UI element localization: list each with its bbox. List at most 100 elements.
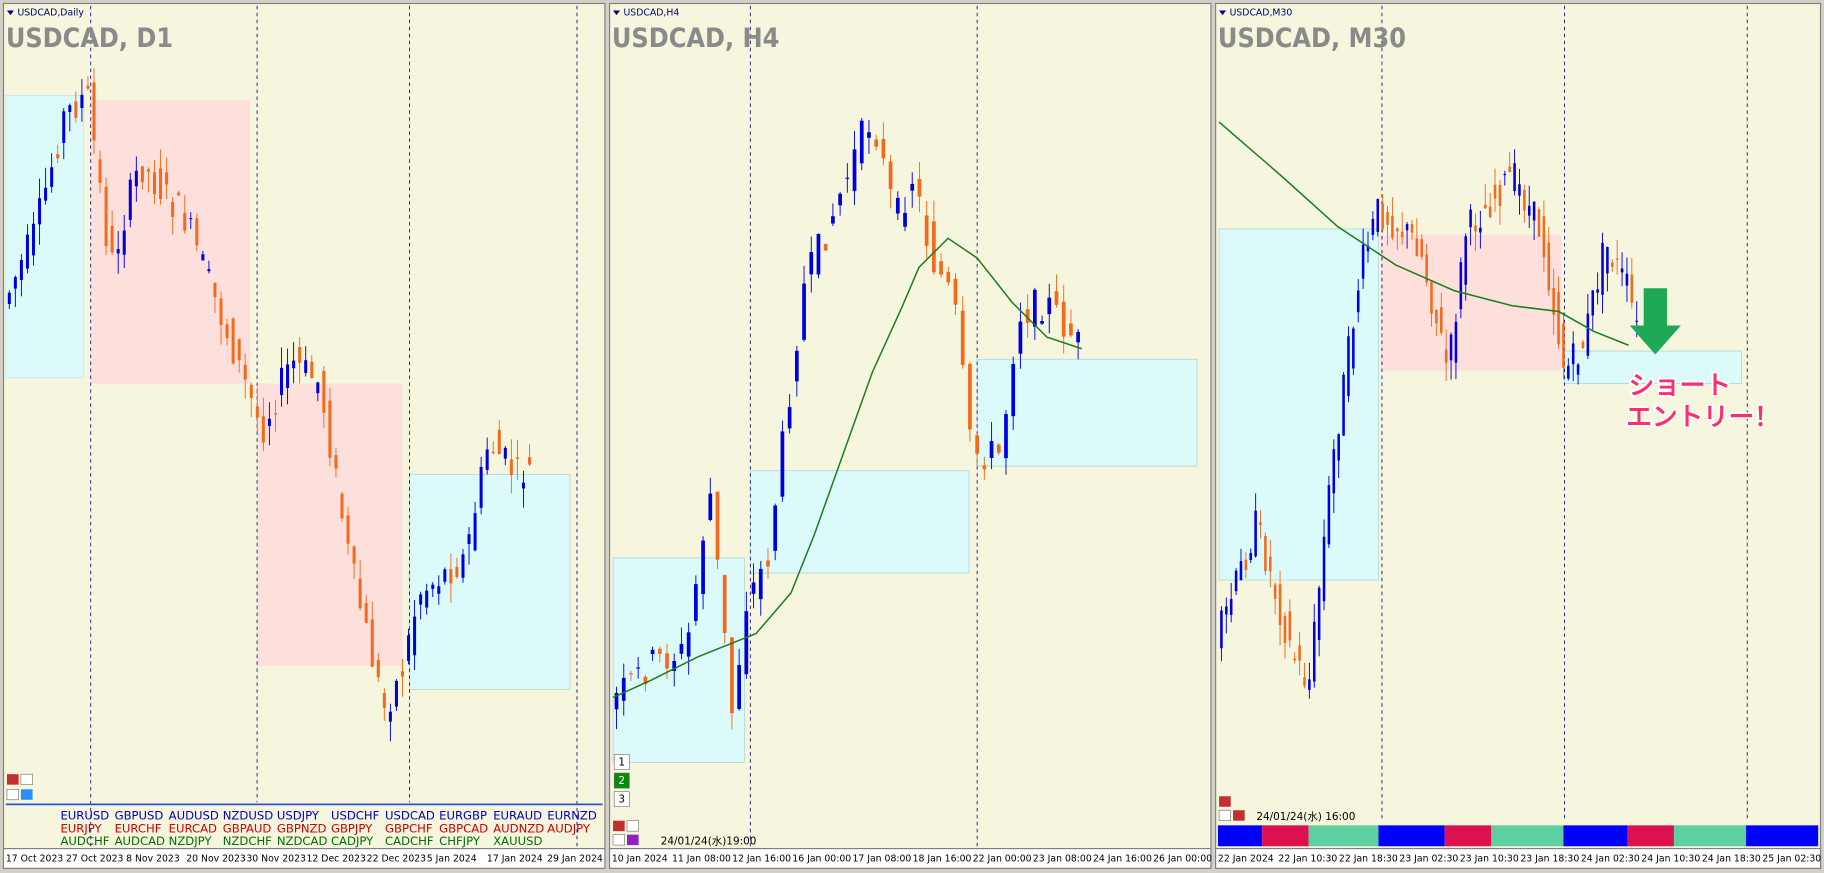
pair-button[interactable]: NZDCAD [277, 834, 328, 848]
candle-body [982, 465, 987, 470]
pair-button[interactable]: AUDJPY [547, 821, 591, 835]
pair-button[interactable]: AUDNZD [493, 821, 544, 835]
pair-button[interactable]: NZDUSD [223, 809, 273, 823]
candle-body [237, 339, 241, 361]
x-button[interactable] [1218, 809, 1232, 821]
candle-body [1474, 225, 1477, 232]
timeframe-button[interactable] [613, 791, 630, 808]
candle-body [1527, 205, 1531, 216]
candle-body [643, 676, 648, 685]
pair-button[interactable]: GBPCAD [439, 821, 488, 835]
x-axis-label: 11 Jan 08:00 [672, 854, 731, 865]
x-axis-strip [1215, 848, 1822, 869]
x-button[interactable] [612, 834, 625, 846]
f-button[interactable] [626, 820, 639, 832]
candles [7, 68, 1638, 742]
pair-button[interactable]: GBPUSD [115, 809, 164, 823]
timeframe-button[interactable] [613, 772, 630, 789]
pair-button[interactable]: XAUUSD [493, 834, 542, 848]
candle-body [1220, 610, 1223, 649]
x-axis-label: 17 Oct 2023 [6, 854, 64, 865]
candle-body [1322, 536, 1326, 602]
timeframe-button[interactable] [613, 754, 630, 770]
candle-body [225, 324, 229, 339]
zone [1380, 234, 1562, 371]
pair-button[interactable]: AUDCAD [115, 834, 165, 848]
candle-body [461, 554, 465, 578]
candle-body [1386, 211, 1389, 225]
candle-body [1464, 236, 1467, 285]
candle-body [74, 101, 78, 118]
candle-body [189, 218, 193, 220]
pair-button[interactable]: GBPNZD [277, 821, 327, 835]
close-button[interactable] [1219, 796, 1231, 807]
candle-body [1225, 606, 1228, 615]
pair-button[interactable]: EURJPY [60, 821, 102, 835]
pair-button[interactable]: GBPJPY [331, 821, 373, 835]
candle-body [1537, 209, 1541, 237]
candle-body [881, 139, 886, 159]
blue-button[interactable] [20, 789, 33, 800]
timeframe-button-label: 2 [618, 775, 625, 787]
pair-button[interactable]: EURCHF [115, 821, 162, 835]
close-button[interactable] [6, 774, 19, 785]
pair-button[interactable]: AUDCHF [60, 834, 109, 848]
pair-button[interactable]: AUDUSD [169, 809, 219, 823]
candle-body [1298, 645, 1301, 661]
pair-button[interactable]: CADJPY [331, 834, 374, 848]
close-button[interactable] [613, 820, 625, 832]
pair-button[interactable]: NZDJPY [169, 834, 213, 848]
x-axis-label: 5 Jan 2024 [427, 854, 477, 865]
x-axis-strip [2, 848, 606, 869]
pair-button[interactable]: GBPCHF [385, 821, 433, 835]
candle-body [946, 271, 951, 283]
x-button[interactable] [6, 789, 19, 801]
x-axis-label: 24 Jan 02:30 [1581, 854, 1640, 865]
candle-body [1493, 184, 1497, 199]
candle-body [159, 168, 163, 200]
window-menu-icon [6, 10, 14, 16]
candle-body [231, 318, 235, 364]
pair-button[interactable]: USDJPY [277, 809, 320, 823]
window-menu-icon [613, 10, 621, 16]
candle-body [895, 197, 900, 214]
candle-body [509, 459, 513, 476]
pair-button[interactable]: EURNZD [547, 809, 597, 823]
candle-body [44, 187, 48, 201]
timeframe-button-label: 3 [618, 794, 625, 806]
pair-button[interactable]: CHFJPY [439, 834, 481, 848]
candle-body [1532, 201, 1536, 221]
zone [612, 557, 745, 763]
pair-button[interactable]: EURGBP [439, 809, 487, 823]
candle-body [98, 159, 102, 183]
candle-body [1254, 510, 1257, 557]
candle-body [388, 711, 392, 722]
candle-body [213, 282, 217, 298]
pair-button[interactable]: EURUSD [60, 809, 109, 823]
candle-body [1601, 242, 1604, 295]
pair-button[interactable]: NZDCHF [223, 834, 272, 848]
candle-body [19, 260, 23, 280]
candle-body [932, 221, 936, 273]
candle-body [116, 249, 120, 254]
candle-body [730, 637, 734, 714]
candle-body [1620, 268, 1624, 273]
purple-button[interactable] [627, 834, 639, 846]
pair-button[interactable]: USDCHF [331, 809, 379, 823]
candle-body [249, 384, 253, 399]
red-button[interactable] [1233, 810, 1245, 821]
pair-button[interactable]: EURAUD [493, 809, 542, 823]
candle-body [888, 161, 893, 190]
candle-body [407, 635, 411, 661]
candle-body [758, 568, 763, 600]
candle-body [1361, 244, 1365, 279]
candle-body [874, 139, 879, 147]
pair-button[interactable]: USDCAD [385, 809, 435, 823]
pair-button[interactable]: CADCHF [385, 834, 434, 848]
timestamp: 24/01/24(水)19:00 [661, 836, 757, 848]
x-axis-label: 23 Jan 02:30 [1399, 854, 1458, 865]
pair-button[interactable]: EURCAD [169, 821, 217, 835]
pair-button[interactable]: GBPAUD [223, 821, 272, 835]
f-button[interactable] [20, 773, 33, 785]
candle-body [1513, 163, 1516, 192]
